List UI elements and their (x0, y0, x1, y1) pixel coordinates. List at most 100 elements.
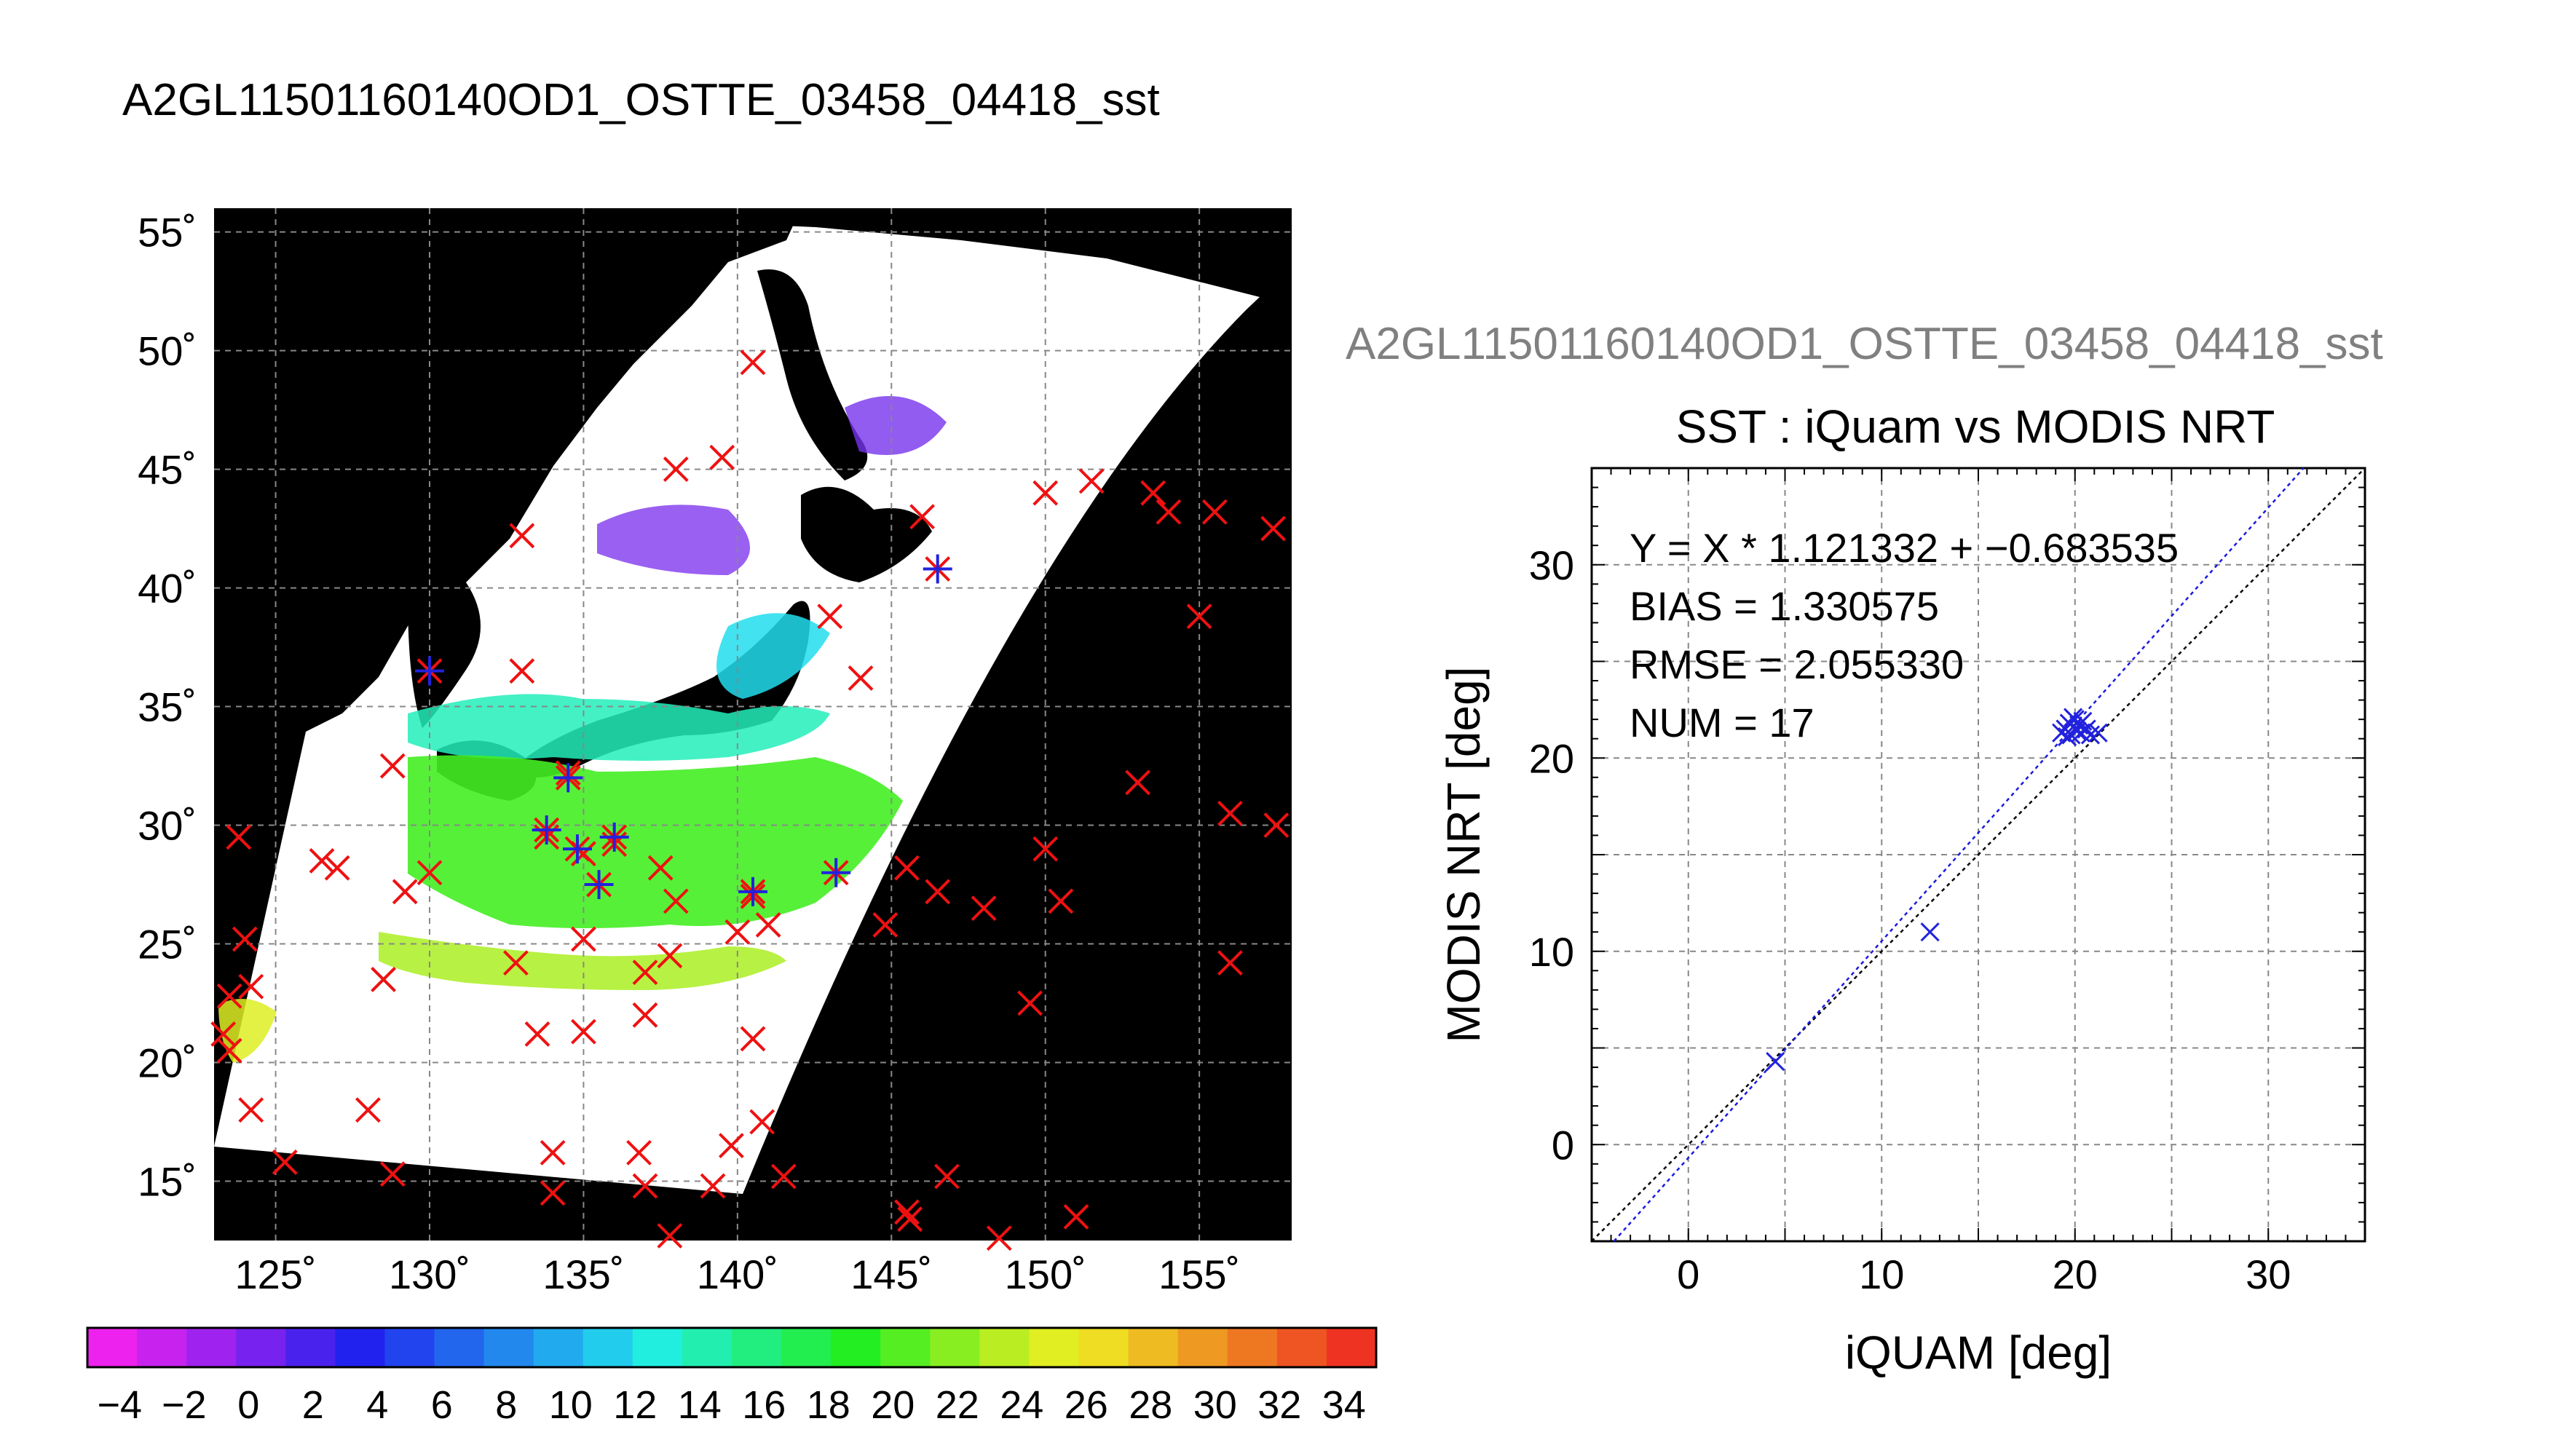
iquam-marker-x (709, 444, 735, 470)
iquam-marker-x (909, 504, 935, 530)
scatter-point (2058, 727, 2077, 747)
colorbar-cell (1326, 1328, 1377, 1367)
colorbar-tick-label: 12 (613, 1383, 657, 1427)
colorbar-cell (533, 1328, 584, 1367)
scatter-x-tick-label: 20 (2053, 1251, 2098, 1297)
scatter-point (2080, 725, 2101, 745)
iquam-marker-x (371, 967, 396, 992)
matchup-marker-star (821, 858, 851, 887)
scatter-point (2077, 719, 2096, 739)
iquam-marker-x (1078, 468, 1105, 494)
colorbar-tick-label: 18 (807, 1383, 850, 1427)
scatter-y-tick-label: 10 (1529, 929, 1574, 975)
iquam-marker-x (355, 1097, 381, 1123)
land-hokkaido (801, 486, 932, 582)
iquam-marker-x (416, 860, 443, 886)
colorbar-tick-label: 8 (495, 1383, 517, 1427)
colorbar-cell (682, 1328, 732, 1367)
main-title: A2GL11501160140OD1_OSTTE_03458_04418_sst (122, 75, 1160, 125)
colorbar-cell (930, 1328, 981, 1367)
iquam-marker-x (509, 658, 535, 684)
iquam-marker-x (524, 1021, 550, 1047)
scatter-points (1766, 708, 2108, 1072)
map-lon-tick-label: 135˚ (542, 1251, 624, 1297)
colorbar-cell (732, 1328, 782, 1367)
iquam-marker-x (226, 824, 252, 850)
scatter-lines (1591, 467, 2366, 1242)
iquam-marker-x (1217, 800, 1243, 826)
map-lon-tick-label: 150˚ (1005, 1251, 1086, 1297)
scatter-point (2064, 708, 2083, 727)
scatter-y-tick-labels: 0 10 20 30 (1529, 542, 1574, 1168)
iquam-marker-x (632, 1173, 658, 1199)
iquam-marker-x (216, 983, 242, 1009)
iquam-marker-x (817, 604, 843, 630)
iquam-marker-x (740, 349, 766, 376)
colorbar-tick-label: 14 (678, 1383, 722, 1427)
colorbar-cell (1227, 1328, 1278, 1367)
iquam-marker-x (724, 919, 751, 945)
matchup-marker-star (415, 656, 444, 686)
colorbar-cell (979, 1328, 1030, 1367)
colorbar-cell (1128, 1328, 1179, 1367)
colorbar-tick-label: 20 (871, 1383, 915, 1427)
colorbar-tick-label: 26 (1065, 1383, 1108, 1427)
map-lat-tick-label: 15˚ (138, 1159, 197, 1205)
map-lat-tick-label: 45˚ (138, 447, 197, 493)
map-lon-tick-label: 130˚ (389, 1251, 470, 1297)
scatter-stat-line: Y = X * 1.121332 + −0.683535 (1630, 525, 2179, 571)
scatter-panel: A2GL11501160140OD1_OSTTE_03458_04418_sst… (1346, 319, 2383, 1379)
iquam-marker-x (986, 1225, 1012, 1251)
iquam-marker-x (1217, 950, 1243, 976)
iquam-marker-x (872, 912, 899, 938)
iquam-marker-x (1156, 499, 1182, 525)
matchup-marker-star (532, 815, 561, 845)
sst-cyan-band (716, 613, 830, 699)
sst-yellowgreen-band (379, 932, 786, 990)
scatter-y-label: MODIS NRT [deg] (1437, 667, 1490, 1043)
sst-green-band (408, 755, 903, 928)
iquam-marker-x (894, 855, 920, 881)
colorbar-cell (880, 1328, 931, 1367)
regression-line (1613, 467, 2305, 1242)
scatter-point (2088, 723, 2108, 743)
colorbar-cell (831, 1328, 882, 1367)
scatter-stat-line: BIAS = 1.330575 (1630, 583, 1939, 629)
iquam-marker-x (770, 1163, 797, 1190)
colorbar-tick-label: 2 (302, 1383, 324, 1427)
iquam-marker-x (971, 895, 997, 922)
colorbar-tick-label: 10 (549, 1383, 593, 1427)
matchup-marker-star (562, 834, 592, 864)
scatter-x-tick-label: 30 (2246, 1251, 2291, 1297)
iquam-marker-x (894, 1199, 920, 1225)
map-lat-tick-label: 35˚ (138, 684, 197, 730)
iquam-marker-x (1017, 990, 1043, 1016)
colorbar-cells (87, 1328, 1377, 1367)
colorbar-cell (632, 1328, 683, 1367)
iquam-marker-x (509, 523, 535, 549)
identity-line (1591, 467, 2366, 1242)
iquam-marker-x (740, 1026, 766, 1052)
scatter-x-tick-label: 10 (1859, 1251, 1904, 1297)
iquam-marker-x (540, 1180, 566, 1206)
iquam-marker-x (663, 456, 689, 482)
map-lon-tick-label: 155˚ (1158, 1251, 1240, 1297)
iquam-marker-x (1260, 515, 1287, 542)
iquam-marker-x (540, 1139, 566, 1166)
iquam-marker-x (238, 973, 264, 1000)
iquam-marker-x (848, 665, 874, 691)
iquam-marker-x (571, 1018, 596, 1045)
scatter-y-tick-label: 0 (1552, 1122, 1574, 1168)
map-lat-tick-label: 20˚ (138, 1040, 197, 1086)
sst-teal-band (408, 694, 830, 761)
colorbar-tick-label: 22 (936, 1383, 979, 1427)
map-lat-tick-label: 25˚ (138, 922, 197, 968)
colorbar-tick-label: 28 (1129, 1383, 1172, 1427)
iquam-marker-x (324, 855, 350, 881)
iquam-marker-x (272, 1150, 298, 1175)
iquam-marker-x (1125, 769, 1150, 796)
colorbar-cell (434, 1328, 485, 1367)
map-markers (210, 349, 1290, 1251)
iquam-marker-x (1140, 480, 1166, 506)
colorbar-tick-label: 16 (742, 1383, 786, 1427)
